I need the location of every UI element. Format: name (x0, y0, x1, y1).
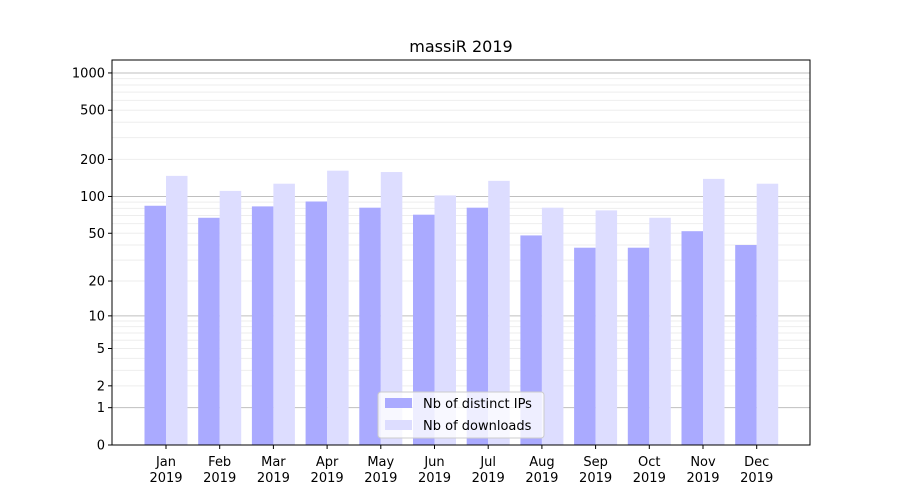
x-tick-label: Dec 2019 (740, 455, 773, 486)
y-tick-label: 0 (97, 439, 105, 454)
bar-distinct-ips (574, 247, 596, 445)
bar-distinct-ips (251, 206, 274, 445)
legend-swatch-ips (385, 398, 412, 408)
bar-distinct-ips (466, 207, 489, 445)
y-tick-label: 1 (97, 401, 105, 416)
x-tick-label: Apr 2019 (311, 455, 344, 486)
bar-downloads (327, 170, 349, 446)
bar-distinct-ips (359, 207, 381, 445)
bar-downloads (488, 180, 510, 445)
bar-distinct-ips (144, 205, 166, 445)
legend-label-ips: Nb of distinct IPs (423, 397, 532, 412)
chart-title: massiR 2019 (409, 37, 512, 56)
bar-distinct-ips (681, 231, 703, 445)
bar-downloads (649, 217, 671, 445)
x-tick-label: Feb 2019 (203, 455, 236, 486)
y-tick-label: 100 (80, 190, 105, 205)
y-tick-label: 5 (97, 342, 105, 357)
y-tick-label: 2 (97, 379, 105, 394)
bar-downloads (380, 172, 403, 445)
legend-label-downloads: Nb of downloads (423, 419, 532, 434)
y-tick-label: 50 (88, 227, 105, 242)
bar-downloads (703, 178, 725, 445)
x-tick-label: Jan 2019 (149, 455, 182, 486)
bar-distinct-ips (735, 245, 757, 445)
plot-frame (111, 59, 811, 446)
x-tick-label: May 2019 (364, 455, 397, 486)
bar-downloads (273, 183, 295, 445)
x-tick-label: Sep 2019 (579, 455, 612, 486)
x-tick-label: Mar 2019 (257, 455, 290, 486)
bar-distinct-ips (305, 201, 328, 445)
bar-distinct-ips (627, 247, 650, 445)
bar-downloads (434, 195, 456, 445)
legend: Nb of distinct IPs Nb of downloads (377, 391, 545, 439)
y-tick-label: 500 (80, 104, 105, 119)
bar-downloads (756, 183, 779, 445)
x-axis: Jan 2019 Feb 2019 Mar 2019 Apr 2019 May 2019 Jun 20… (149, 445, 773, 486)
legend-box (377, 391, 545, 439)
y-tick-label: 10 (88, 309, 105, 324)
x-tick-label: Aug 2019 (525, 455, 558, 486)
x-tick-label: Nov 2019 (686, 455, 719, 486)
bar-distinct-ips (198, 217, 220, 445)
legend-swatch-downloads (385, 420, 412, 430)
bar-downloads (595, 210, 618, 445)
y-tick-label: 1000 (72, 66, 105, 81)
x-tick-label: Jul 2019 (472, 455, 505, 486)
bar-downloads (541, 207, 564, 445)
x-tick-label: Oct 2019 (633, 455, 666, 486)
y-tick-label: 200 (80, 153, 105, 168)
bar-downloads (166, 175, 188, 445)
bar-downloads (219, 190, 242, 445)
bar-distinct-ips (413, 214, 435, 445)
x-tick-label: Jun 2019 (418, 455, 451, 486)
y-axis: 0 1 2 5 10 20 50 100 200 500 1000 (72, 66, 112, 454)
y-tick-label: 20 (88, 275, 105, 290)
